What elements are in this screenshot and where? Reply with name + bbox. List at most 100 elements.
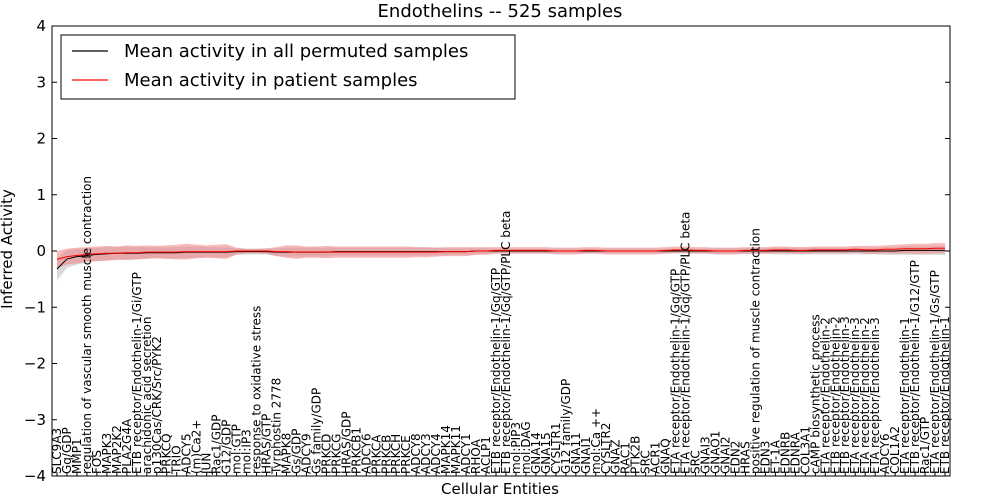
legend-entry-patient: Mean activity in patient samples [124,70,418,91]
x-tick-label: (m)Ca2+ [190,420,204,474]
x-tick-label: ADCY1 [459,433,473,474]
x-tick-label: PTK2B [629,436,643,474]
x-tick-label: RAC1 [619,442,633,474]
y-tick-label: −2 [24,355,46,373]
x-tick-label: ADCY5 [180,433,194,474]
x-tick-label: ADCY8 [409,433,423,474]
x-tick-label: Rac1/GTP [918,417,932,474]
x-tick-label: ADCY6 [878,433,892,474]
x-tick-label: MAPK14 [439,425,453,474]
x-tick-label: SRC [689,450,703,474]
y-tick-label: 0 [36,242,46,260]
x-tick-label: ETB receptor/Endothelin-1/G12/GTP [908,260,922,474]
x-tick-label: SLC9A3 [50,428,64,474]
x-tick-label: GNAI3 [699,436,713,474]
x-tick-label: PRKCD [319,434,333,474]
x-tick-label: COL3A1 [798,426,812,474]
x-tick-label: GNA11 [569,432,583,474]
x-tick-label: RHOA [469,438,483,474]
x-tick-label: ADCY4 [429,433,443,474]
x-tick-label: EDNRB [778,432,792,474]
x-tick-label: ETA receptor/Endothelin-3 [848,317,862,474]
x-tick-label: ETB receptor/Endothelin-1/Gq/GTP/PLC bet… [499,211,513,474]
x-tick-label: COL1A2 [888,426,902,474]
x-tick-label: MAPK3 [100,433,114,474]
plot-frame [51,25,951,477]
x-tick-label: ETA receptor/Endothelin-2 [818,317,832,474]
x-tick-label: positive regulation of muscle contractio… [748,228,762,474]
x-tick-label: FOS [90,450,104,474]
x-tick-label: ETB receptor/Endothelin-3 [838,316,852,474]
y-tick-label: 1 [36,186,46,204]
x-tick-label: EDN3 [758,441,772,474]
y-tick-label: 2 [36,130,46,148]
chart-title: Endothelins -- 525 samples [378,1,623,22]
x-tick-label: Rac1/GDP [210,415,224,474]
x-tick-label: MAPK11 [449,425,463,474]
x-tick-label: regulation of vascular smooth muscle con… [80,176,94,474]
x-tick-label: PRKCH [389,434,403,474]
x-tick-label: ACR1 [649,442,663,474]
x-tick-label: HRAS/GTP [260,414,274,474]
x-tick-label: PRKCG [329,434,343,474]
y-tick-label: 4 [36,17,46,35]
x-tick-label: mol:PIP3 [509,422,523,474]
x-tick-label: ETA receptor/Endothelin-2 [858,317,872,474]
x-tick-label: mol:DAG [519,421,533,474]
x-tick-label: JUN [200,453,214,475]
x-tick-label: MAPK8 [280,433,294,474]
x-tick-label: ETA receptor/Endothelin-1/Gq/GTP/PLC bet… [679,212,693,474]
x-tick-label: ETA receptor/Endothelin-1 [898,317,912,474]
x-tick-label: PRKCQ [160,433,174,474]
x-tick-label: ETA receptor/Endothelin-1/Gs/GTP [928,270,942,474]
x-tick-label: SRC [639,450,653,474]
x-tick-label: HRAS/GDP [339,411,353,474]
x-tick-label: ACLP1 [479,436,493,474]
x-tick-label: TRIO [170,445,184,475]
legend: Mean activity in all permuted samples Me… [60,34,516,100]
series-line-1 [56,247,945,260]
x-tick-label: response to oxidative stress [250,306,264,474]
x-tick-label: ADCY3 [419,433,433,474]
x-tick-label: GNAQ [659,438,673,474]
x-tick-label: ETB receptor/Endothelin-2 [828,316,842,474]
x-tick-label: ETA receptor/Endothelin-1/Gq/GTP [669,269,683,474]
x-tick-label: CYSLTR1 [549,423,563,474]
x-tick-label: ETA receptor/Endothelin-3 [868,317,882,474]
y-tick-label: 3 [36,73,46,91]
x-tick-label: Tyrphostin 2778 [270,378,284,475]
x-tick-label: PRKCB1 [349,427,363,474]
y-axis-label: Inferred Activity [0,189,16,309]
x-tick-label: PRKCE [399,435,413,474]
x-tick-label: ETB receptor/Endothelin-1 [938,316,952,474]
x-tick-label: PLA2G4A [120,418,134,474]
x-axis-label: Cellular Entities [441,480,559,498]
y-tick-label: −4 [24,467,46,485]
x-tick-label: G12 family/GDP [559,379,573,474]
x-tick-label: GNA15 [539,432,553,474]
x-tick-label: ETB receptor/Endothelin-1/Gq/GTP [489,268,503,474]
legend-box [60,34,516,100]
x-tick-label: GNAO1 [709,431,723,474]
y-tick-label: −1 [24,298,46,316]
x-tick-label: GNAI2 [719,436,733,474]
x-tick-label: G12/GDP [220,420,234,474]
x-tick-label: GNA14 [529,432,543,474]
legend-entry-permuted: Mean activity in all permuted samples [124,41,468,62]
x-tick-label: GNAZ [609,439,623,474]
x-tick-label: Gs family/GDP [309,388,323,474]
x-tick-label: Gq/GDP [60,427,74,474]
x-tick-label: arachidonic acid secretion [140,317,154,474]
x-tick-label: GNAI1 [579,436,593,474]
x-tick-label: PRKCB [379,435,393,474]
x-tick-label: CYSLTR2 [599,423,613,474]
x-tick-label: ADCY9 [299,433,313,474]
x-tick-label: HRAS [739,441,753,474]
x-tick-label: ETB receptor/Endothelin-1/Gi/GTP [130,272,144,474]
x-tick-label: EDNRA [788,431,802,474]
series-band-1 [57,243,945,268]
y-tick-label: −3 [24,411,46,429]
x-tick-label: EDN2 [729,441,743,474]
x-tick-label: mol:GTP [230,424,244,474]
